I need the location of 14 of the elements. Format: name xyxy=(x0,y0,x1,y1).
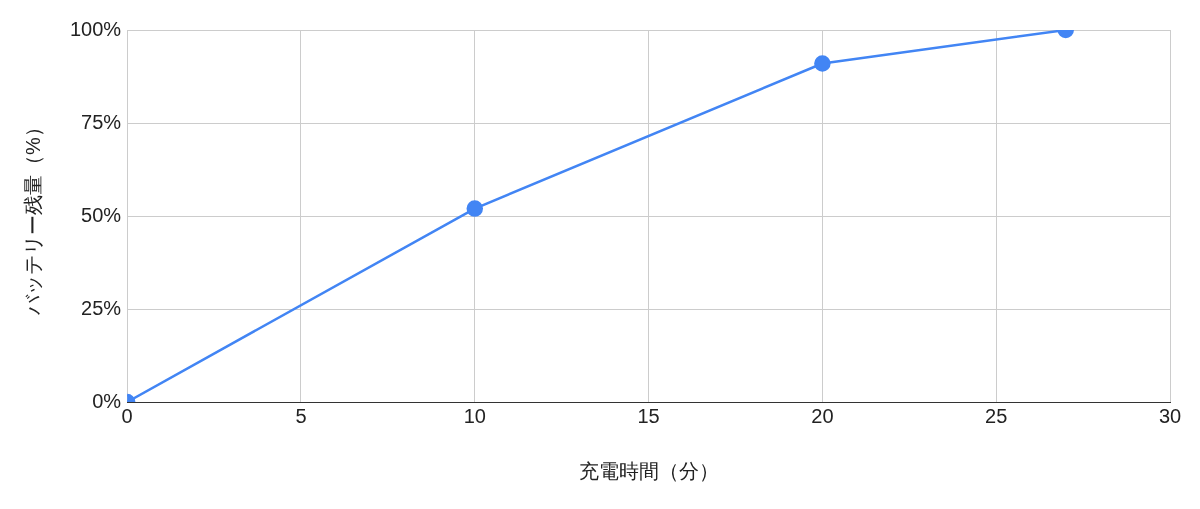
y-tick-label: 50% xyxy=(81,203,122,226)
x-tick-label: 10 xyxy=(463,404,486,427)
y-axis-title: バッテリー残量（%） xyxy=(21,117,44,316)
y-tick-label: 25% xyxy=(81,296,122,319)
y-tick-label: 75% xyxy=(81,110,122,133)
x-tick-label: 15 xyxy=(637,404,660,427)
x-axis-title: 充電時間（分） xyxy=(578,459,719,482)
y-tick-label: 0% xyxy=(92,389,122,412)
x-tick-label: 0 xyxy=(121,404,133,427)
x-tick-label: 20 xyxy=(811,404,834,427)
x-tick-label: 30 xyxy=(1158,404,1182,427)
x-tick-label: 25 xyxy=(985,404,1008,427)
x-tick-label: 5 xyxy=(295,404,307,427)
y-tick-label: 100% xyxy=(70,17,122,40)
